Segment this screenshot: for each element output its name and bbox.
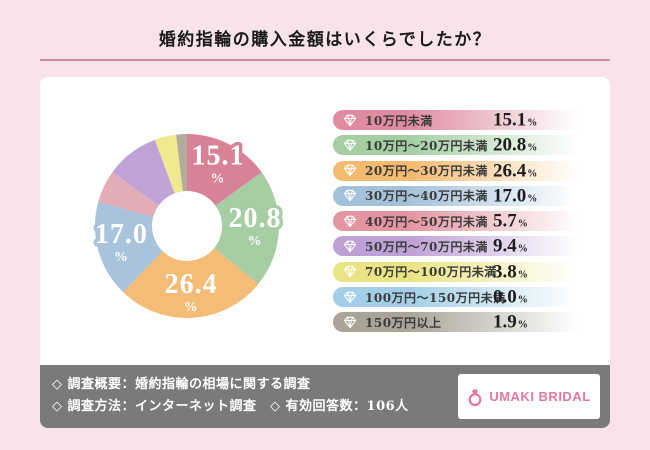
ring-icon	[468, 388, 482, 406]
chart-card: 15.1% 20.8% 26.4% 17.0% 10万円未満 15.1% 10万円～20万…	[40, 77, 610, 365]
donut-slice-2	[214, 172, 280, 285]
donut-slice-3	[123, 248, 259, 319]
diamond-gem-icon	[343, 139, 357, 152]
donut-value-label: 20.8	[229, 203, 282, 234]
legend-row-3: 20万円～30万円未満 26.4%	[333, 160, 585, 182]
legend-row-5: 40万円～50万円未満 5.7%	[333, 210, 585, 232]
diamond-gem-icon	[343, 114, 357, 126]
diamond-gem-icon	[343, 291, 357, 303]
survey-overview-line: ◇ 調査概要：婚約指輪の相場に関する調査	[52, 377, 311, 392]
legend-row-9: 150万円以上 1.9%	[333, 311, 585, 333]
legend-row-7: 70万円～100万円未満 3.8%	[333, 261, 585, 283]
survey-info: ◇ 調査概要：婚約指輪の相場に関する調査 ◇ 調査方法：インターネット調査 ◇ …	[52, 374, 409, 418]
legend-category-label: 10万円～20万円未満	[365, 138, 488, 153]
legend-row-1: 10万円未満 15.1%	[333, 110, 585, 130]
diamond-gem-icon	[343, 164, 357, 177]
title-divider	[40, 59, 610, 61]
brand-logo: UMAKI BRIDAL	[458, 374, 600, 419]
legend-row-2: 10万円～20万円未満 20.8%	[333, 134, 585, 156]
diamond-gem-icon	[343, 215, 357, 227]
brand-name: UMAKI BRIDAL	[489, 389, 591, 404]
legend-category-label: 20万円～30万円未満	[365, 164, 488, 179]
legend-percent-value: 0.0%	[493, 286, 528, 308]
legend-category-label: 30万円～40万円未満	[365, 189, 488, 204]
donut-value-label: 26.4	[165, 269, 218, 300]
donut-slice-6	[112, 139, 175, 206]
donut-slice-9	[176, 134, 187, 192]
legend-percent-value: 3.8%	[493, 261, 528, 283]
donut-slice-5	[98, 172, 159, 217]
legend-row-4: 30万円～40万円未満 17.0%	[333, 185, 585, 207]
legend-percent-value: 9.4%	[493, 235, 528, 257]
legend-category-label: 50万円～70万円未満	[365, 239, 488, 254]
legend-category-label: 10万円未満	[365, 113, 433, 128]
legend-category-label: 100万円～150万円未満	[365, 290, 506, 305]
donut-percent-sign: %	[248, 234, 263, 249]
donut-percent-sign: %	[114, 250, 129, 265]
survey-method-line: ◇ 調査方法：インターネット調査 ◇ 有効回答数：106人	[52, 399, 409, 414]
legend-percent-value: 26.4%	[493, 160, 538, 182]
diamond-gem-icon	[343, 190, 357, 202]
chart-legend: 10万円未満 15.1% 10万円～20万円未満 20.8% 20万円～30万円未満 26…	[333, 110, 593, 338]
legend-percent-value: 20.8%	[493, 134, 538, 156]
diamond-gem-icon	[343, 316, 357, 329]
legend-percent-value: 5.7%	[493, 210, 528, 232]
legend-percent-value: 1.9%	[493, 311, 528, 333]
legend-percent-value: 15.1%	[493, 109, 538, 131]
legend-percent-value: 17.0%	[493, 185, 538, 207]
donut-chart: 15.1%20.8%26.4%17.0%	[91, 134, 284, 319]
legend-category-label: 70万円～100万円未満	[365, 265, 497, 280]
diamond-gem-icon	[343, 266, 357, 278]
legend-category-label: 40万円～50万円未満	[365, 214, 488, 229]
legend-row-8: 100万円～150万円未満 0.0%	[333, 286, 585, 308]
donut-value-label: 15.1	[192, 141, 245, 172]
legend-category-label: 150万円以上	[365, 315, 442, 330]
donut-slice-1	[187, 134, 262, 206]
donut-percent-sign: %	[184, 300, 199, 315]
donut-value-label: 17.0	[95, 219, 148, 250]
donut-slice-4	[95, 201, 163, 293]
survey-footer: ◇ 調査概要：婚約指輪の相場に関する調査 ◇ 調査方法：インターネット調査 ◇ …	[40, 365, 610, 428]
legend-row-6: 50万円～70万円未満 9.4%	[333, 235, 585, 257]
donut-percent-sign: %	[211, 172, 226, 187]
page-title: 婚約指輪の購入金額はいくらでしたか？	[158, 30, 492, 50]
diamond-gem-icon	[343, 240, 357, 253]
donut-slice-7	[154, 134, 183, 194]
